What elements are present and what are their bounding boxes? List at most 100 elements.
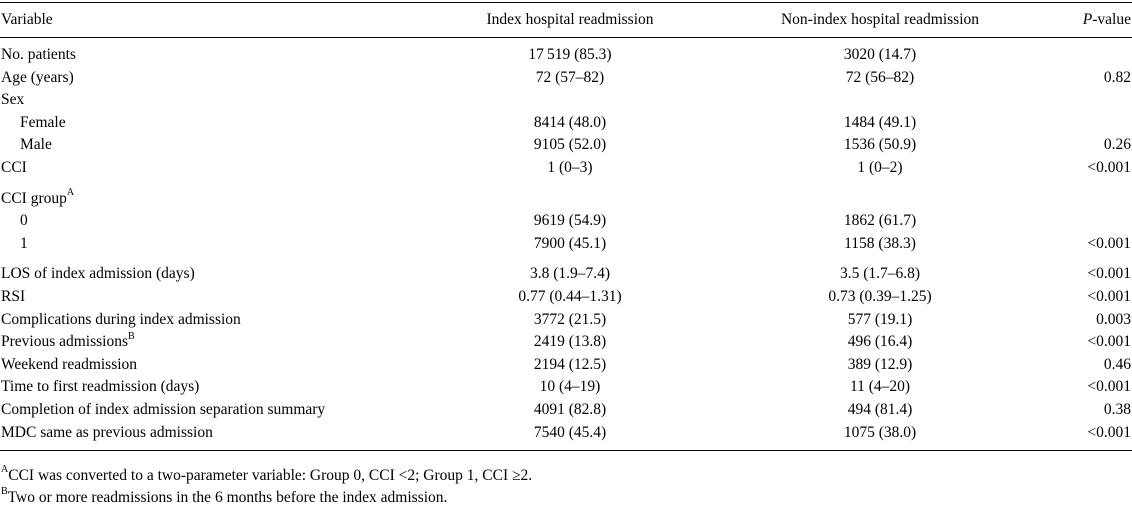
table-row: Age (years) 72 (57–82) 72 (56–82) 0.82 bbox=[0, 67, 1132, 90]
header-p-italic: P bbox=[1082, 11, 1093, 28]
row-p-value: <0.001 bbox=[1087, 333, 1131, 351]
table-row: Complications during index admission 377… bbox=[0, 309, 1132, 332]
row-p-value: <0.001 bbox=[1087, 234, 1131, 252]
row-index-value: 9619 (54.9) bbox=[533, 212, 607, 230]
row-p-value: 0.82 bbox=[1103, 68, 1131, 86]
row-nonindex-value: 3020 (14.7) bbox=[843, 46, 917, 63]
footnote-text: Two or more readmissions in the 6 months… bbox=[7, 489, 448, 506]
footnote-ref-b: B bbox=[128, 330, 135, 342]
row-label: Previous admissionsB bbox=[0, 331, 430, 354]
row-p-value bbox=[1050, 89, 1132, 112]
row-nonindex-value: 496 (16.4) bbox=[847, 333, 913, 351]
table-row: LOS of index admission (days) 3.8 (1.9–7… bbox=[0, 263, 1132, 286]
row-p-value bbox=[1050, 112, 1132, 135]
row-index-value: 2419 (13.8) bbox=[533, 333, 607, 351]
table-row: Male 9105 (52.0) 1536 (50.9) 0.26 bbox=[0, 134, 1132, 157]
table-row: Female 8414 (48.0) 1484 (49.1) bbox=[0, 112, 1132, 135]
footnote-ref-a: A bbox=[66, 187, 75, 199]
row-p-value bbox=[1050, 210, 1132, 233]
row-nonindex-value bbox=[710, 188, 1050, 211]
row-p-value bbox=[1050, 38, 1132, 67]
row-p-value bbox=[1050, 188, 1132, 211]
row-p-value: 0.38 bbox=[1103, 400, 1131, 418]
table-row: Sex bbox=[0, 89, 1132, 112]
row-nonindex-value: 1484 (49.1) bbox=[843, 113, 917, 131]
table-row: RSI 0.77 (0.44–1.31) 0.73 (0.39–1.25) <0… bbox=[0, 286, 1132, 309]
header-p-suffix: -value bbox=[1092, 11, 1131, 28]
row-p-value: 0.46 bbox=[1103, 355, 1131, 373]
row-label: 1 bbox=[20, 234, 28, 252]
row-index-value bbox=[430, 89, 710, 112]
row-label: Time to first readmission (days) bbox=[1, 378, 200, 396]
header-nonindex-readmission: Non-index hospital readmission bbox=[780, 11, 980, 28]
row-p-value: <0.001 bbox=[1087, 265, 1131, 283]
row-index-value: 4091 (82.8) bbox=[533, 400, 607, 418]
row-label: Sex bbox=[1, 91, 25, 109]
row-nonindex-value: 494 (81.4) bbox=[847, 400, 913, 418]
row-p-value: <0.001 bbox=[1087, 287, 1131, 305]
table-row: 0 9619 (54.9) 1862 (61.7) bbox=[0, 210, 1132, 233]
row-p-value: <0.001 bbox=[1087, 378, 1131, 396]
footnote-text: CCI was converted to a two-parameter var… bbox=[8, 467, 533, 484]
row-label: No. patients bbox=[1, 46, 76, 63]
table-row: Time to first readmission (days) 10 (4–1… bbox=[0, 376, 1132, 399]
row-index-value: 7900 (45.1) bbox=[533, 234, 607, 252]
row-nonindex-value: 1862 (61.7) bbox=[843, 212, 917, 230]
row-label: Complications during index admission bbox=[1, 310, 241, 328]
header-p-value: P-value bbox=[1050, 3, 1132, 38]
row-index-value: 10 (4–19) bbox=[539, 378, 601, 396]
row-label: 0 bbox=[20, 212, 28, 230]
row-nonindex-value: 389 (12.9) bbox=[847, 355, 913, 373]
table-row: Weekend readmission 2194 (12.5) 389 (12.… bbox=[0, 354, 1132, 377]
row-nonindex-value bbox=[710, 89, 1050, 112]
footnote-b: BTwo or more readmissions in the 6 month… bbox=[1, 486, 532, 510]
row-spacer bbox=[0, 255, 1132, 263]
row-label-text: CCI group bbox=[1, 189, 67, 207]
header-index-readmission: Index hospital readmission bbox=[486, 11, 654, 28]
row-p-value: <0.001 bbox=[1087, 423, 1131, 441]
row-label: CCI bbox=[1, 158, 27, 176]
row-p-value: 0.003 bbox=[1096, 310, 1131, 328]
row-label: CCI groupA bbox=[0, 188, 430, 211]
row-nonindex-value: 1075 (38.0) bbox=[843, 423, 917, 441]
row-label: Completion of index admission separation… bbox=[1, 400, 326, 418]
row-label: Weekend readmission bbox=[1, 355, 138, 373]
row-nonindex-value: 0.73 (0.39–1.25) bbox=[828, 287, 932, 305]
footnote-mark: A bbox=[1, 463, 9, 475]
row-index-value: 2194 (12.5) bbox=[533, 355, 607, 373]
row-index-value: 7540 (45.4) bbox=[533, 423, 607, 441]
row-nonindex-value: 3.5 (1.7–6.8) bbox=[839, 265, 921, 283]
row-index-value: 3772 (21.5) bbox=[533, 310, 607, 328]
table-row: Previous admissionsB 2419 (13.8) 496 (16… bbox=[0, 331, 1132, 354]
row-label-text: Previous admissions bbox=[1, 333, 129, 351]
row-index-value: 8414 (48.0) bbox=[533, 113, 607, 131]
header-variable: Variable bbox=[1, 11, 53, 28]
row-p-value: <0.001 bbox=[1087, 158, 1131, 176]
row-label: Age (years) bbox=[1, 68, 74, 86]
table-row: 1 7900 (45.1) 1158 (38.3) <0.001 bbox=[0, 233, 1132, 256]
table-row: No. patients 17 519 (85.3) 3020 (14.7) bbox=[0, 38, 1132, 67]
table-row: CCI 1 (0–3) 1 (0–2) <0.001 bbox=[0, 157, 1132, 180]
row-nonindex-value: 1158 (38.3) bbox=[844, 234, 916, 252]
table-row: Completion of index admission separation… bbox=[0, 399, 1132, 422]
footnote-a: ACCI was converted to a two-parameter va… bbox=[1, 463, 533, 488]
row-label: RSI bbox=[1, 287, 26, 305]
row-nonindex-value: 72 (56–82) bbox=[845, 68, 915, 86]
row-spacer bbox=[0, 180, 1132, 188]
table-row: MDC same as previous admission 7540 (45.… bbox=[0, 422, 1132, 451]
row-nonindex-value: 1536 (50.9) bbox=[843, 136, 917, 154]
row-label: LOS of index admission (days) bbox=[1, 265, 195, 283]
readmission-table: Variable Index hospital readmission Non-… bbox=[0, 2, 1132, 451]
row-nonindex-value: 1 (0–2) bbox=[857, 158, 903, 176]
row-nonindex-value: 11 (4–20) bbox=[849, 378, 911, 396]
row-label: Female bbox=[20, 113, 66, 131]
header-row: Variable Index hospital readmission Non-… bbox=[0, 2, 1132, 38]
row-index-value bbox=[430, 188, 710, 211]
table-row: CCI groupA bbox=[0, 188, 1132, 211]
row-label: Male bbox=[20, 136, 52, 154]
row-index-value: 72 (57–82) bbox=[535, 68, 605, 86]
row-index-value: 9105 (52.0) bbox=[533, 136, 607, 154]
row-label: MDC same as previous admission bbox=[1, 423, 213, 441]
row-nonindex-value: 577 (19.1) bbox=[847, 310, 913, 328]
